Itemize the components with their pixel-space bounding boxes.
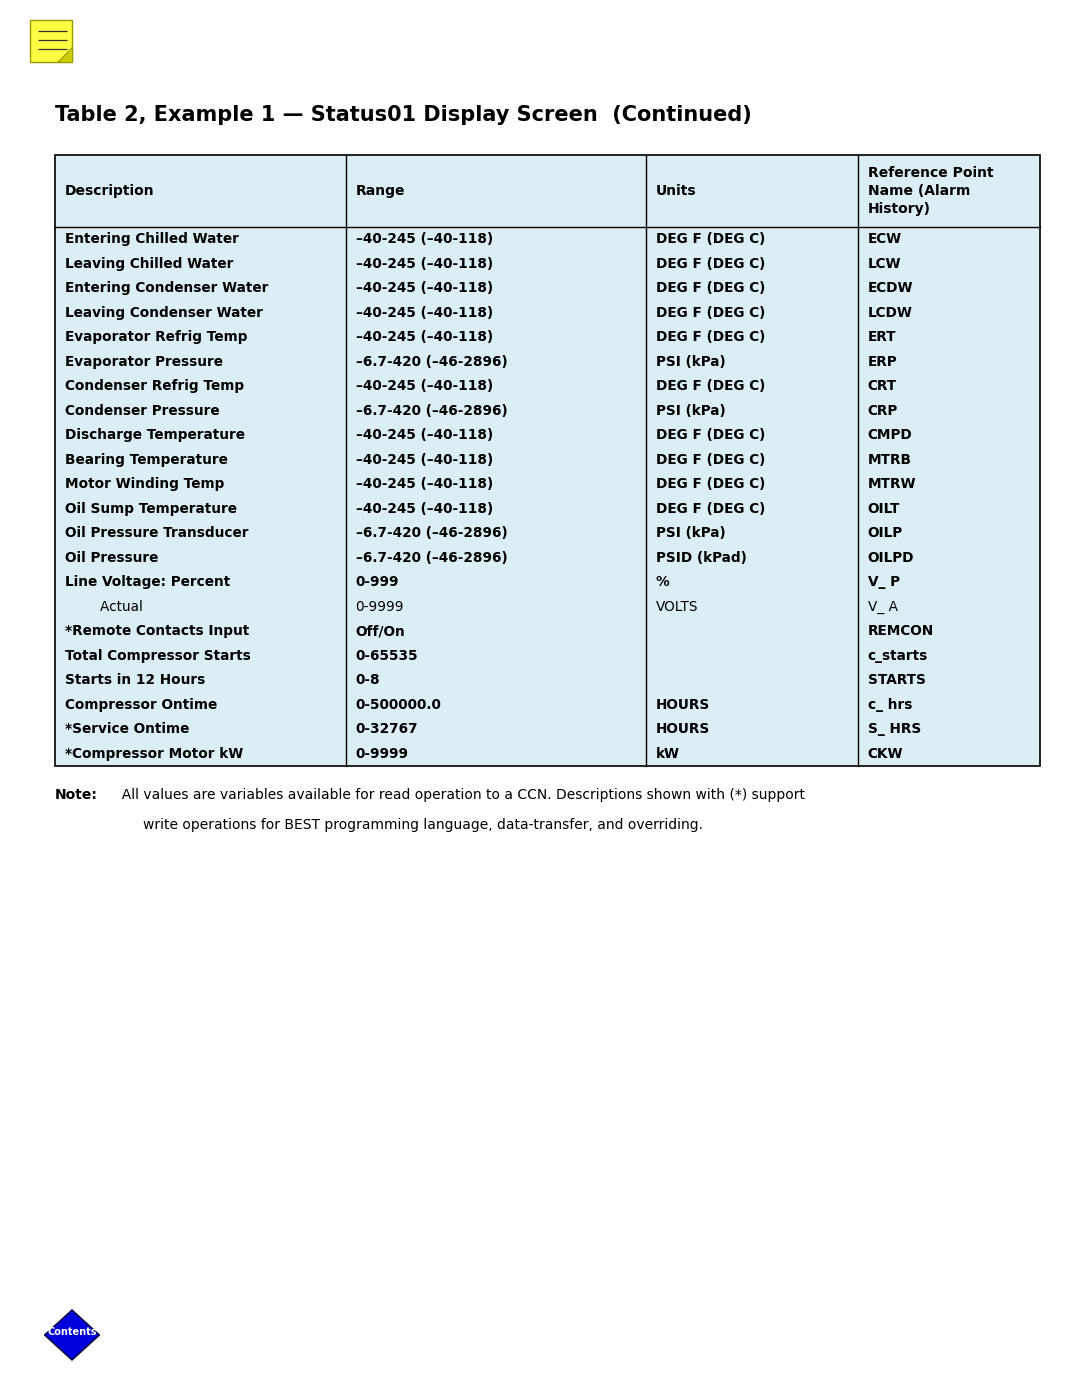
Text: REMCON: REMCON <box>867 624 934 638</box>
Text: Contents: Contents <box>48 1327 97 1337</box>
Polygon shape <box>57 47 72 61</box>
Text: CRP: CRP <box>867 404 899 418</box>
Text: Entering Chilled Water: Entering Chilled Water <box>65 232 239 246</box>
Text: Total Compressor Starts: Total Compressor Starts <box>65 648 251 662</box>
Text: –40-245 (–40-118): –40-245 (–40-118) <box>355 478 492 492</box>
Text: –6.7-420 (–46-2896): –6.7-420 (–46-2896) <box>355 527 508 541</box>
Text: MTRW: MTRW <box>867 478 916 492</box>
Text: VOLTS: VOLTS <box>656 599 699 613</box>
Text: Line Voltage: Percent: Line Voltage: Percent <box>65 576 230 590</box>
Text: –40-245 (–40-118): –40-245 (–40-118) <box>355 257 492 271</box>
Text: DEG F (DEG C): DEG F (DEG C) <box>656 306 766 320</box>
Text: –40-245 (–40-118): –40-245 (–40-118) <box>355 232 492 246</box>
Text: OILT: OILT <box>867 502 900 515</box>
Text: Range: Range <box>355 184 405 198</box>
Text: –40-245 (–40-118): –40-245 (–40-118) <box>355 502 492 515</box>
Text: kW: kW <box>656 747 680 761</box>
Text: c_ hrs: c_ hrs <box>867 697 913 711</box>
Text: 0-32767: 0-32767 <box>355 722 418 736</box>
Text: S_ HRS: S_ HRS <box>867 722 921 736</box>
Text: DEG F (DEG C): DEG F (DEG C) <box>656 478 766 492</box>
Text: Reference Point
Name (Alarm
History): Reference Point Name (Alarm History) <box>867 166 994 217</box>
Text: 0-999: 0-999 <box>355 576 400 590</box>
Text: Starts in 12 Hours: Starts in 12 Hours <box>65 673 205 687</box>
Text: CRT: CRT <box>867 379 896 393</box>
Text: DEG F (DEG C): DEG F (DEG C) <box>656 453 766 467</box>
Text: ERT: ERT <box>867 330 896 344</box>
Text: PSI (kPa): PSI (kPa) <box>656 527 726 541</box>
Text: DEG F (DEG C): DEG F (DEG C) <box>656 281 766 295</box>
Text: Leaving Chilled Water: Leaving Chilled Water <box>65 257 233 271</box>
Text: Description: Description <box>65 184 154 198</box>
Text: DEG F (DEG C): DEG F (DEG C) <box>656 379 766 393</box>
Text: ECW: ECW <box>867 232 902 246</box>
Text: Discharge Temperature: Discharge Temperature <box>65 429 245 443</box>
Text: 0-500000.0: 0-500000.0 <box>355 697 442 711</box>
Bar <box>55 155 1040 766</box>
Text: DEG F (DEG C): DEG F (DEG C) <box>656 330 766 344</box>
Text: PSI (kPa): PSI (kPa) <box>656 355 726 369</box>
Text: write operations for BEST programming language, data-transfer, and overriding.: write operations for BEST programming la… <box>143 819 703 833</box>
Text: 0-8: 0-8 <box>355 673 380 687</box>
Text: Evaporator Pressure: Evaporator Pressure <box>65 355 222 369</box>
Bar <box>55 155 1040 766</box>
Text: c_starts: c_starts <box>867 648 928 662</box>
Text: *Remote Contacts Input: *Remote Contacts Input <box>65 624 249 638</box>
Text: Oil Sump Temperature: Oil Sump Temperature <box>65 502 237 515</box>
Text: Motor Winding Temp: Motor Winding Temp <box>65 478 225 492</box>
Text: 0-9999: 0-9999 <box>355 599 404 613</box>
Text: –6.7-420 (–46-2896): –6.7-420 (–46-2896) <box>355 404 508 418</box>
Text: DEG F (DEG C): DEG F (DEG C) <box>656 502 766 515</box>
Text: Actual: Actual <box>65 599 143 613</box>
Text: Bearing Temperature: Bearing Temperature <box>65 453 228 467</box>
Text: DEG F (DEG C): DEG F (DEG C) <box>656 429 766 443</box>
Text: DEG F (DEG C): DEG F (DEG C) <box>656 257 766 271</box>
Text: Off/On: Off/On <box>355 624 405 638</box>
Text: DEG F (DEG C): DEG F (DEG C) <box>656 232 766 246</box>
Text: ERP: ERP <box>867 355 897 369</box>
Text: 0-9999: 0-9999 <box>355 747 408 761</box>
Text: Compressor Ontime: Compressor Ontime <box>65 697 217 711</box>
Text: LCW: LCW <box>867 257 902 271</box>
Text: All values are variables available for read operation to a CCN. Descriptions sho: All values are variables available for r… <box>113 788 805 802</box>
Text: OILPD: OILPD <box>867 550 915 564</box>
Text: PSI (kPa): PSI (kPa) <box>656 404 726 418</box>
Text: PSID (kPad): PSID (kPad) <box>656 550 746 564</box>
Text: –6.7-420 (–46-2896): –6.7-420 (–46-2896) <box>355 550 508 564</box>
Text: Evaporator Refrig Temp: Evaporator Refrig Temp <box>65 330 247 344</box>
Text: CMPD: CMPD <box>867 429 913 443</box>
Text: Oil Pressure Transducer: Oil Pressure Transducer <box>65 527 248 541</box>
Text: –6.7-420 (–46-2896): –6.7-420 (–46-2896) <box>355 355 508 369</box>
Text: 0-65535: 0-65535 <box>355 648 418 662</box>
Text: ECDW: ECDW <box>867 281 914 295</box>
Text: CKW: CKW <box>867 747 903 761</box>
Text: –40-245 (–40-118): –40-245 (–40-118) <box>355 429 492 443</box>
Text: HOURS: HOURS <box>656 722 711 736</box>
Text: Note:: Note: <box>55 788 98 802</box>
Text: *Service Ontime: *Service Ontime <box>65 722 189 736</box>
Text: Condenser Pressure: Condenser Pressure <box>65 404 219 418</box>
Text: LCDW: LCDW <box>867 306 913 320</box>
Text: OILP: OILP <box>867 527 903 541</box>
Text: –40-245 (–40-118): –40-245 (–40-118) <box>355 453 492 467</box>
Text: Units: Units <box>656 184 697 198</box>
Bar <box>30 20 72 61</box>
Text: –40-245 (–40-118): –40-245 (–40-118) <box>355 330 492 344</box>
Polygon shape <box>44 1310 99 1361</box>
Text: Condenser Refrig Temp: Condenser Refrig Temp <box>65 379 244 393</box>
Text: STARTS: STARTS <box>867 673 926 687</box>
Text: Oil Pressure: Oil Pressure <box>65 550 159 564</box>
Text: V_ A: V_ A <box>867 599 897 613</box>
Text: –40-245 (–40-118): –40-245 (–40-118) <box>355 379 492 393</box>
Text: *Compressor Motor kW: *Compressor Motor kW <box>65 747 243 761</box>
Text: Entering Condenser Water: Entering Condenser Water <box>65 281 268 295</box>
Text: Leaving Condenser Water: Leaving Condenser Water <box>65 306 262 320</box>
Text: V_ P: V_ P <box>867 576 900 590</box>
Text: HOURS: HOURS <box>656 697 711 711</box>
Text: Table 2, Example 1 — Status01 Display Screen  (Continued): Table 2, Example 1 — Status01 Display Sc… <box>55 105 752 124</box>
Text: –40-245 (–40-118): –40-245 (–40-118) <box>355 281 492 295</box>
Text: %: % <box>656 576 670 590</box>
Text: MTRB: MTRB <box>867 453 912 467</box>
Text: –40-245 (–40-118): –40-245 (–40-118) <box>355 306 492 320</box>
